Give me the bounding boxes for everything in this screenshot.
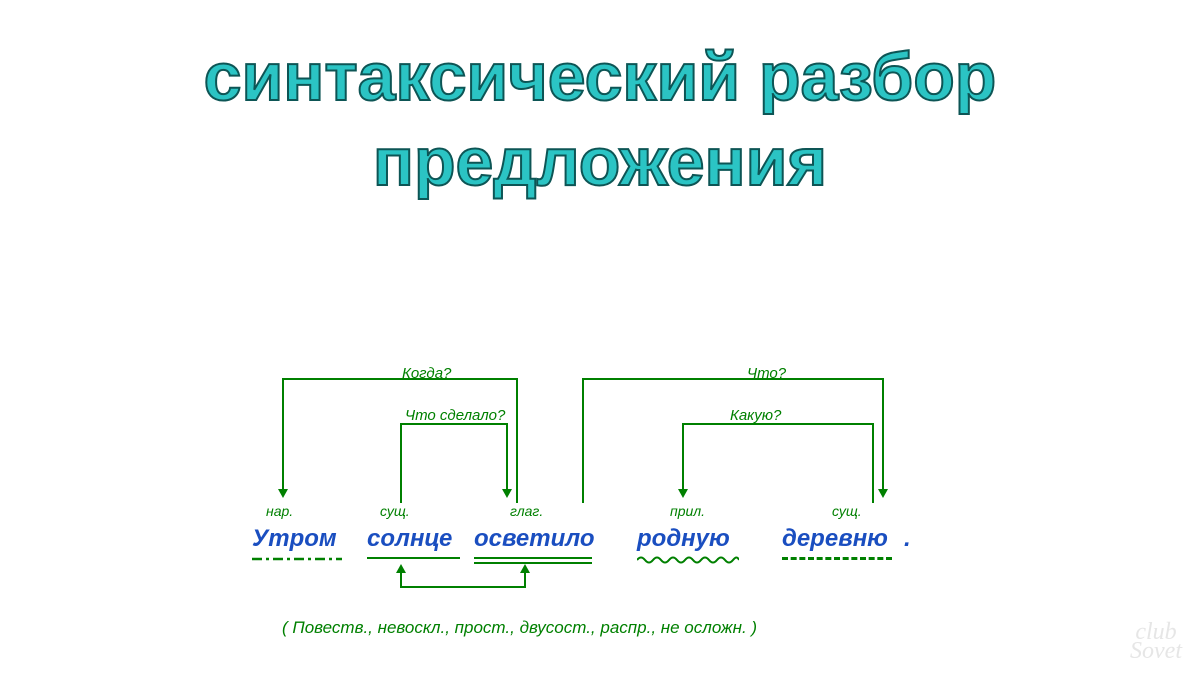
question-label: Что?	[747, 365, 786, 382]
underline-dashed	[782, 557, 892, 560]
arrow-segment	[582, 378, 584, 503]
sentence-word: солнце	[367, 525, 452, 553]
arrow-segment	[682, 423, 684, 491]
arrow-segment	[882, 378, 884, 491]
pos-label: сущ.	[380, 503, 410, 519]
arrow-segment	[282, 378, 518, 380]
syntax-diagram: Когда? Что сделало? Что? Какую? нар. сущ…	[252, 375, 948, 640]
arrowhead-icon	[396, 564, 406, 573]
arrow-segment	[872, 423, 874, 503]
arrowhead-icon	[678, 489, 688, 498]
arrow-segment	[400, 586, 526, 588]
pos-label: глаг.	[510, 503, 543, 519]
pos-label: прил.	[670, 503, 705, 519]
arrow-segment	[282, 378, 284, 491]
underline-wavy	[637, 555, 739, 565]
arrowhead-icon	[520, 564, 530, 573]
arrow-segment	[506, 423, 508, 491]
sentence-word: деревню	[782, 525, 888, 553]
arrowhead-icon	[502, 489, 512, 498]
pos-label: нар.	[266, 503, 293, 519]
sentence-word: родную	[637, 525, 730, 553]
pos-label: сущ.	[832, 503, 862, 519]
watermark: club Sovet	[1130, 623, 1182, 661]
arrowhead-icon	[878, 489, 888, 498]
arrowhead-icon	[278, 489, 288, 498]
sentence-word: Утром	[252, 525, 337, 553]
underline-single	[367, 557, 460, 559]
question-label: Что сделало?	[405, 407, 505, 424]
arrow-segment	[516, 378, 518, 503]
question-label: Когда?	[402, 365, 451, 382]
sentence-word: осветило	[474, 525, 595, 553]
arrow-segment	[582, 378, 882, 380]
arrow-segment	[400, 423, 402, 503]
title-block: синтаксический разбор предложения	[0, 0, 1200, 205]
underline-dashdot	[252, 557, 342, 563]
title-line-1: синтаксический разбор	[0, 35, 1200, 120]
watermark-line: Sovet	[1130, 642, 1182, 661]
sentence-period: .	[904, 525, 911, 553]
question-label: Какую?	[730, 407, 781, 424]
title-line-2: предложения	[0, 120, 1200, 205]
sentence-characteristic: ( Повеств., невоскл., прост., двусост., …	[282, 618, 757, 638]
